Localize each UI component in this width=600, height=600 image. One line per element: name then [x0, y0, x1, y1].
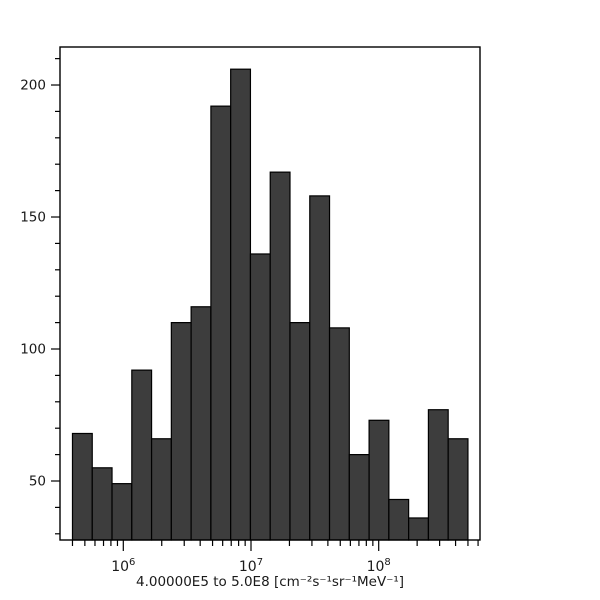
x-tick-label: 107 — [239, 557, 263, 575]
histogram-bars — [71, 68, 469, 541]
histogram-bar — [328, 327, 350, 541]
axis-tick-labels: 50 100 150 200 106 107 108 — [20, 78, 391, 575]
y-tick-label: 100 — [20, 342, 46, 358]
histogram-bar — [408, 517, 430, 541]
histogram-bar — [348, 454, 370, 541]
x-tick-label: 108 — [367, 557, 391, 575]
axis-ticks — [51, 58, 479, 551]
histogram-bar — [447, 438, 469, 541]
x-tick-label: 106 — [111, 557, 135, 575]
histogram-bar — [91, 467, 113, 541]
histogram-bar — [111, 483, 133, 541]
histogram-bar — [131, 369, 153, 541]
histogram-bar — [150, 438, 172, 541]
histogram-bar — [368, 419, 390, 541]
histogram-bar — [269, 171, 291, 541]
histogram-bar — [249, 253, 271, 541]
histogram-bar — [427, 409, 449, 541]
histogram-bar — [230, 68, 252, 541]
x-axis-label: 4.00000E5 to 5.0E8 [cm⁻²s⁻¹sr⁻¹MeV⁻¹] — [136, 574, 404, 590]
y-tick-label: 200 — [20, 78, 46, 94]
histogram-bar — [71, 432, 93, 541]
histogram-bar — [289, 322, 311, 541]
y-tick-label: 150 — [20, 210, 46, 226]
histogram-bar — [388, 498, 410, 541]
y-tick-label: 50 — [29, 474, 46, 490]
histogram-bar — [210, 105, 232, 541]
histogram-bar — [309, 195, 331, 541]
histogram-bar — [190, 306, 212, 541]
histogram-bar — [170, 322, 192, 541]
plot-frame — [59, 46, 481, 541]
